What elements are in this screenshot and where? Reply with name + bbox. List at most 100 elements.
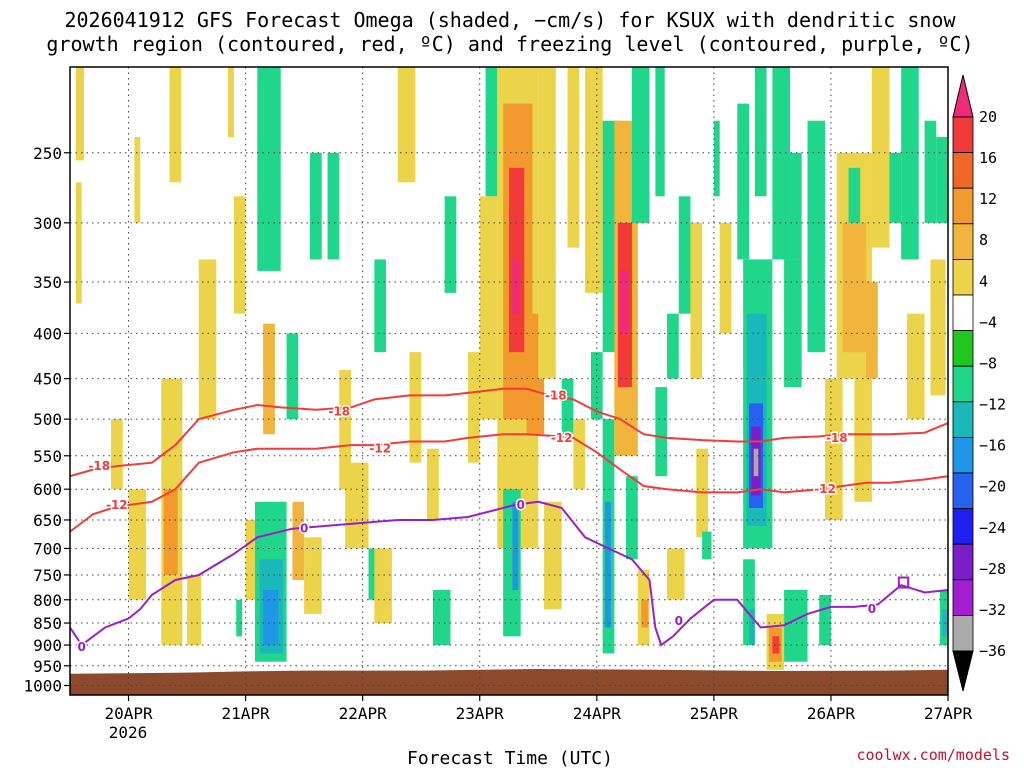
omega-patch-15	[236, 599, 243, 637]
omega-patch-29	[397, 67, 416, 183]
colorbar-swatch-14	[952, 615, 974, 652]
omega-patch-61	[655, 67, 665, 197]
omega-patch-65	[678, 196, 691, 314]
x-axis-title: Forecast Time (UTC)	[407, 748, 613, 768]
colorbar-top-arrow	[952, 74, 974, 118]
omega-patch-101	[936, 137, 948, 223]
colorbar-label-10: −24	[979, 519, 1006, 537]
omega-patch-9	[198, 259, 217, 420]
omega-patch-79	[754, 67, 767, 197]
y-tick-label-13: 900	[33, 636, 62, 655]
y-tick-label-0: 250	[33, 144, 62, 163]
omega-shading-layer	[75, 67, 948, 670]
omega-patch-25	[345, 462, 369, 549]
omega-patch-87	[807, 120, 826, 353]
chart-title-line-2: growth region (contoured, red, ºC) and f…	[46, 32, 973, 56]
contour-label-8: 0	[78, 640, 86, 654]
grid-lines	[70, 67, 949, 695]
plot-frame	[69, 66, 949, 696]
colorbar-swatch-10	[952, 472, 974, 509]
x-tick-label-2: 22APR	[339, 704, 388, 723]
x-tick-year: 2026	[109, 723, 148, 742]
omega-patch-10	[228, 67, 234, 138]
contour-line-0	[70, 387, 948, 478]
freezing-level-loop-0	[897, 576, 910, 589]
omega-patch-32	[432, 590, 451, 646]
contour-label-4: -12	[106, 498, 128, 512]
omega-patch-64	[667, 548, 685, 600]
omega-patch-91	[842, 222, 867, 353]
colorbar-label-12: −32	[979, 601, 1006, 619]
colorbar-label-8: −16	[979, 437, 1006, 455]
y-tick-label-4: 450	[33, 370, 62, 389]
omega-patch-89	[825, 378, 843, 520]
contour-label-5: -12	[369, 442, 391, 456]
colorbar-swatch-5	[952, 294, 974, 331]
omega-patch-75	[753, 448, 759, 477]
omega-patch-21	[304, 537, 322, 614]
colorbar-swatch-11	[952, 508, 974, 545]
omega-patch-83	[772, 636, 780, 654]
omega-patch-12	[257, 67, 281, 271]
colorbar-swatch-3	[952, 223, 974, 260]
omega-patch-3	[128, 489, 147, 600]
contour-label-11: 0	[675, 614, 683, 628]
y-tick-label-5: 500	[33, 410, 62, 429]
colorbar-label-4: 4	[979, 272, 988, 290]
y-tick-label-12: 850	[33, 614, 62, 633]
colorbar-swatch-2	[952, 187, 974, 225]
omega-patch-88	[819, 594, 831, 646]
omega-patch-14	[245, 519, 255, 600]
omega-patch-92	[848, 167, 861, 223]
colorbar-swatch-4	[952, 258, 974, 296]
omega-patch-93	[854, 378, 872, 502]
omega-patch-0	[75, 67, 85, 161]
contour-label-0: -18	[88, 459, 110, 473]
x-axis-ticks: 20APR 21APR 22APR 23APR 24APR 25APR 26APR 27APR	[104, 695, 972, 723]
x-tick-label-3: 23APR	[456, 704, 505, 723]
contour-label-12: 0	[868, 602, 876, 616]
omega-patch-18	[263, 590, 279, 646]
colorbar-swatch-0	[952, 116, 974, 153]
x-tick-label-7: 27APR	[924, 704, 973, 723]
omega-patch-63	[667, 313, 679, 379]
y-tick-label-11: 800	[33, 591, 62, 610]
x-tick-label-0: 20APR	[104, 704, 153, 723]
x-tick-label-5: 25APR	[690, 704, 739, 723]
colorbar-label-3: 8	[979, 231, 988, 249]
omega-patch-23	[327, 152, 340, 260]
colorbar-label-0: 20	[979, 108, 997, 126]
omega-patch-40	[512, 259, 520, 314]
contour-label-6: -12	[551, 431, 573, 445]
omega-patch-76	[743, 559, 755, 646]
omega-patch-53	[604, 501, 611, 628]
y-tick-label-6: 550	[33, 447, 62, 466]
y-tick-label-9: 700	[33, 539, 62, 558]
colorbar-label-2: 12	[979, 190, 997, 208]
colorbar-swatch-8	[952, 401, 974, 438]
omega-patch-22	[309, 152, 322, 260]
y-tick-label-10: 750	[33, 566, 62, 585]
x-tick-label-6: 26APR	[807, 704, 856, 723]
colorbar: 20 16 12 8 4 −4 −8 −12 −16 −20 −24 −28 −32 −36	[952, 74, 1006, 692]
omega-patch-31	[427, 448, 439, 520]
omega-patch-97	[901, 67, 919, 260]
omega-patch-36	[485, 67, 498, 197]
contour-label-9: 0	[300, 522, 308, 536]
omega-patch-8	[187, 574, 202, 646]
omega-patch-34	[468, 352, 480, 463]
colorbar-swatch-1	[952, 152, 974, 189]
omega-patch-2	[110, 419, 123, 490]
omega-patch-100	[930, 259, 946, 396]
y-tick-label-3: 400	[33, 324, 62, 343]
omega-patch-33	[444, 196, 457, 293]
omega-patch-86	[784, 590, 808, 662]
y-tick-label-14: 950	[33, 657, 62, 676]
chart-title-line-1: 2026041912 GFS Forecast Omega (shaded, −…	[64, 8, 956, 32]
omega-patch-77	[748, 609, 755, 646]
credit-text: coolwx.com/models	[856, 746, 1010, 764]
colorbar-label-6: −8	[979, 354, 997, 372]
omega-patch-42	[512, 501, 519, 591]
omega-patch-85	[789, 152, 802, 260]
